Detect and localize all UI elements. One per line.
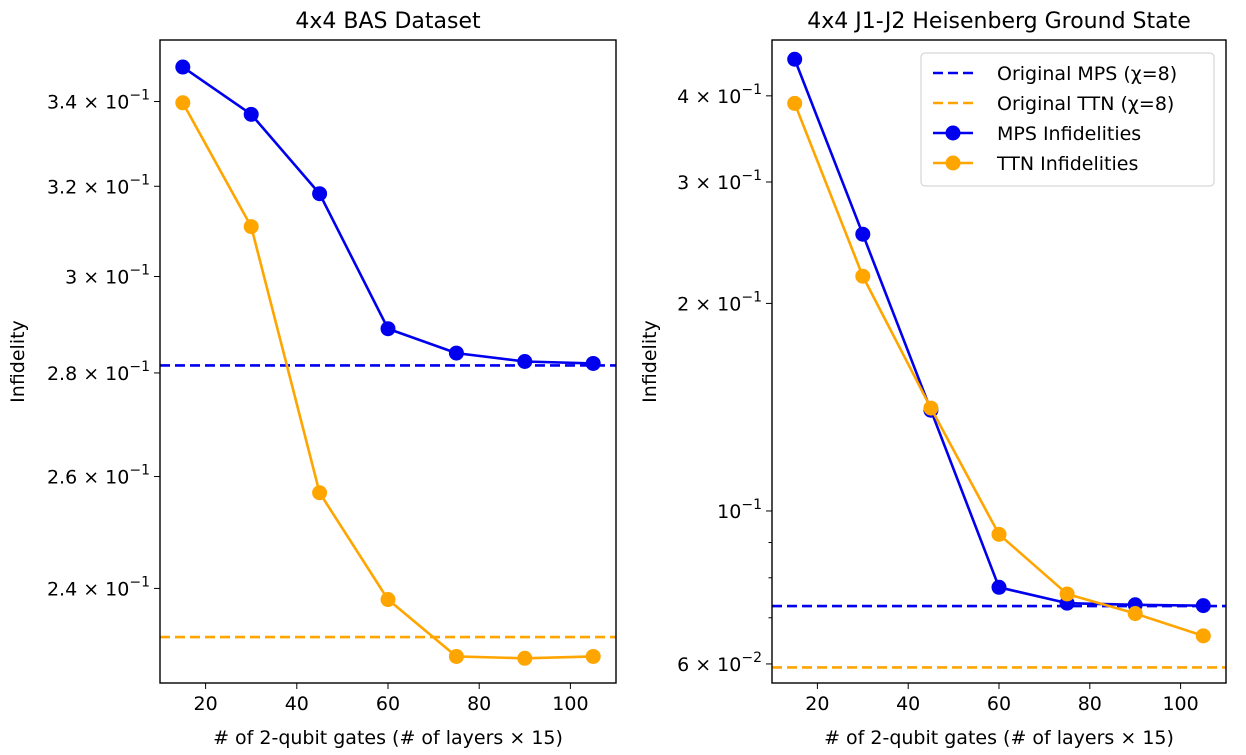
legend-entry-original-mps: Original MPS (χ=8) [933, 63, 1177, 85]
data-point-ttn [175, 95, 191, 111]
data-point-mps [243, 106, 259, 122]
data-point-ttn [855, 268, 871, 284]
plot-area [772, 51, 1226, 669]
y-axis-label: Infidelity [639, 320, 661, 403]
legend-label: Original TTN (χ=8) [997, 93, 1174, 115]
y-tick-exponent: −1 [129, 262, 150, 278]
data-point-ttn [585, 648, 601, 664]
data-point-ttn [991, 526, 1007, 542]
legend-label: MPS Infidelities [997, 123, 1141, 145]
data-point-mps [991, 579, 1007, 595]
y-tick-mantissa: 3 [677, 172, 689, 194]
y-tick-exponent: −1 [129, 172, 150, 188]
y-tick-label: 3 × 10−1 [677, 168, 762, 194]
y-tick-mantissa: 3.4 [47, 92, 77, 114]
plot-area [160, 59, 616, 666]
data-point-ttn [243, 219, 259, 235]
x-tick-label: 80 [467, 693, 491, 715]
data-point-ttn [448, 648, 464, 664]
y-tick-label: 10−1 [717, 497, 762, 523]
chart-panel-2: 4x4 J1-J2 Heisenberg Ground State 20 40 60 8… [639, 9, 1227, 749]
y-tick-label: 3.2 × 10−1 [47, 172, 150, 198]
data-point-ttn [1059, 586, 1075, 602]
chart-panel-1: 4x4 BAS Dataset 20 40 60 80 100 2.4 × 10−1 2.6 … [7, 9, 617, 749]
y-tick-label: 3 × 10−1 [65, 262, 150, 288]
data-point-mps [448, 345, 464, 361]
y-tick-exponent: −1 [129, 574, 150, 590]
data-point-ttn [923, 400, 939, 416]
y-tick-label: 6 × 10−2 [677, 650, 762, 676]
legend-entry-mps-infidelities: MPS Infidelities [933, 123, 1141, 145]
y-tick-label: 3.4 × 10−1 [47, 88, 150, 114]
x-tick-label: 100 [552, 693, 588, 715]
series-line-ttn [181, 102, 594, 660]
y-tick-exponent: −1 [741, 168, 762, 184]
y-tick-exponent: −1 [741, 82, 762, 98]
legend-label: Original MPS (χ=8) [997, 63, 1177, 85]
y-tick-label: 2.6 × 10−1 [47, 463, 150, 489]
y-tick-mantissa: 6 [677, 654, 689, 676]
data-point-ttn [517, 650, 533, 666]
x-axis-label: # of 2-qubit gates (# of layers × 15) [213, 727, 563, 749]
data-point-ttn [787, 95, 803, 111]
y-tick-exponent: −1 [741, 289, 762, 305]
data-point-mps [517, 354, 533, 370]
data-point-ttn [1195, 628, 1211, 644]
y-tick-mantissa: 2 [677, 293, 689, 315]
data-point-mps [175, 59, 191, 75]
axes-frame [771, 39, 1227, 684]
y-tick-label: 2.4 × 10−1 [47, 574, 150, 600]
y-tick-mantissa: 3 [65, 266, 77, 288]
data-point-mps [787, 51, 803, 67]
y-tick-mantissa: 4 [677, 86, 689, 108]
data-point-mps [1195, 598, 1211, 614]
legend-label: TTN Infidelities [996, 153, 1138, 175]
data-point-mps [312, 186, 328, 202]
x-tick-label: 40 [285, 693, 309, 715]
data-point-mps [380, 321, 396, 337]
y-tick-mantissa: 2.4 [47, 578, 77, 600]
x-axis-label: # of 2-qubit gates (# of layers × 15) [824, 727, 1174, 749]
legend-swatch-marker [945, 125, 961, 141]
x-tick-label: 80 [1078, 693, 1102, 715]
x-tick-label: 60 [987, 693, 1011, 715]
y-tick-label: 2.8 × 10−1 [47, 359, 150, 385]
y-tick-exponent: −2 [741, 650, 762, 666]
legend-box [920, 52, 1215, 187]
legend: Original MPS (χ=8) Original TTN (χ=8) MPS … [920, 52, 1215, 187]
x-tick-label: 60 [376, 693, 400, 715]
chart-title: 4x4 J1-J2 Heisenberg Ground State [807, 9, 1191, 34]
x-tick-label: 100 [1162, 693, 1198, 715]
y-tick-exponent: −1 [129, 88, 150, 104]
data-point-ttn [312, 485, 328, 501]
y-tick-mantissa: 2.8 [47, 363, 77, 385]
data-point-mps [855, 226, 871, 242]
y-axis-label: Infidelity [7, 320, 29, 403]
y-tick-mantissa: 2.6 [47, 467, 77, 489]
legend-entry-ttn-infidelities: TTN Infidelities [933, 153, 1138, 175]
data-point-ttn [1127, 606, 1143, 622]
x-tick-label: 20 [194, 693, 218, 715]
axes-frame [159, 39, 617, 684]
y-tick-label: 4 × 10−1 [677, 82, 762, 108]
data-point-mps [585, 355, 601, 371]
legend-entry-original-ttn: Original TTN (χ=8) [933, 93, 1174, 115]
legend-swatch-marker [945, 155, 961, 171]
data-point-ttn [380, 592, 396, 608]
y-tick-exponent: −1 [741, 497, 762, 513]
y-tick-label: 2 × 10−1 [677, 289, 762, 315]
y-tick-exponent: −1 [129, 463, 150, 479]
x-tick-label: 20 [805, 693, 829, 715]
chart-title: 4x4 BAS Dataset [295, 9, 481, 34]
y-tick-mantissa: 3.2 [47, 176, 77, 198]
x-tick-label: 40 [896, 693, 920, 715]
y-tick-exponent: −1 [129, 359, 150, 375]
